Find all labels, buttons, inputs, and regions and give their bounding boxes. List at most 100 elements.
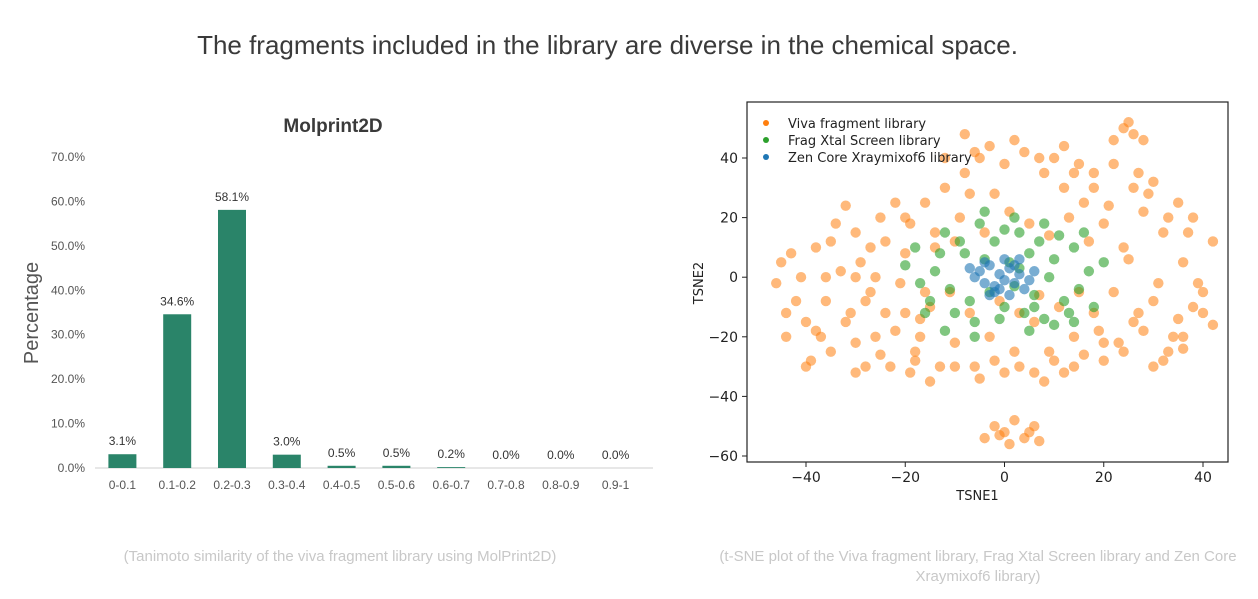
- scatter-point-viva: [1103, 200, 1114, 211]
- scatter-point-viva: [1118, 123, 1129, 134]
- scatter-point-viva: [800, 316, 812, 328]
- scatter-point-viva: [1004, 438, 1015, 450]
- scatter-point-viva: [909, 355, 921, 366]
- scatter-point-viva: [1113, 337, 1124, 348]
- scatter-point-viva: [855, 257, 866, 268]
- scatter-point-viva: [934, 361, 946, 372]
- scatter-point-viva: [994, 295, 1005, 307]
- scatter-point-viva: [860, 295, 871, 307]
- scatter-point-viva: [1197, 286, 1209, 298]
- scatter-point-viva: [840, 316, 851, 328]
- scatter-point-viva: [890, 197, 901, 208]
- scatter-point-viva: [1197, 307, 1209, 319]
- bar-x-tick-label: 0.2-0.3: [213, 478, 251, 492]
- scatter-point-frag-xtal: [959, 248, 970, 259]
- scatter-point-viva: [1088, 182, 1100, 193]
- scatter-point-viva: [919, 197, 931, 208]
- scatter-point-viva: [999, 158, 1010, 170]
- scatter-point-frag-xtal: [1004, 257, 1015, 268]
- scatter-point-viva: [949, 337, 961, 348]
- scatter-point-viva: [1207, 236, 1219, 247]
- scatter-point-frag-xtal: [984, 286, 995, 298]
- scatter-point-viva: [1019, 432, 1030, 444]
- scatter-point-viva: [989, 188, 1000, 199]
- bar-chart-caption: (Tanimoto similarity of the viva fragmen…: [123, 548, 557, 565]
- bar-value-label: 0.0%: [602, 448, 630, 462]
- scatter-point-frag-xtal: [939, 325, 951, 337]
- scatter-point-viva: [905, 367, 916, 378]
- scatter-point-frag-xtal: [1088, 301, 1100, 313]
- scatter-point-frag-xtal: [1009, 280, 1020, 292]
- scatter-point-viva: [969, 361, 980, 372]
- scatter-point-viva: [1177, 331, 1189, 342]
- scatter-point-frag-xtal: [954, 236, 966, 247]
- scatter-point-viva: [865, 242, 876, 253]
- legend-marker-2: [763, 154, 769, 160]
- scatter-point-viva: [840, 200, 851, 211]
- scatter-point-viva: [771, 277, 782, 289]
- scatter-point-viva: [1118, 346, 1129, 357]
- scatter-point-viva: [865, 286, 876, 298]
- scatter-point-frag-xtal: [1039, 218, 1050, 229]
- scatter-point-viva: [1043, 346, 1055, 357]
- scatter-point-viva: [949, 361, 961, 372]
- scatter-point-viva: [939, 182, 951, 193]
- scatter-point-viva: [1192, 277, 1204, 289]
- scatter-point-viva: [939, 152, 951, 164]
- scatter-point-frag-xtal: [1039, 313, 1050, 325]
- scatter-point-frag-xtal: [1048, 254, 1060, 265]
- scatter-point-viva: [1029, 316, 1040, 328]
- scatter-point-frag-xtal: [934, 248, 946, 259]
- scatter-point-viva: [1078, 349, 1090, 360]
- scatter-point-viva: [780, 307, 792, 319]
- scatter-point-frag-xtal: [994, 313, 1005, 325]
- scatter-point-frag-xtal: [979, 206, 990, 217]
- scatter-point-zen-core: [989, 286, 1000, 298]
- scatter-point-viva: [1014, 361, 1025, 372]
- scatter-point-frag-xtal: [1068, 316, 1080, 328]
- bar-value-label: 0.0%: [547, 448, 575, 462]
- scatter-point-frag-xtal: [964, 295, 975, 307]
- scatter-point-zen-core: [999, 274, 1010, 286]
- scatter-point-frag-xtal: [909, 242, 921, 253]
- scatter-point-viva: [944, 286, 956, 298]
- scatter-point-viva: [800, 361, 812, 372]
- scatter-point-viva: [1048, 355, 1060, 366]
- scatter-plot-frame: [746, 101, 1229, 463]
- scatter-y-tick-label: 40: [720, 151, 738, 167]
- scatter-point-viva: [1088, 307, 1100, 319]
- scatter-point-viva: [1093, 325, 1104, 337]
- scatter-point-frag-xtal: [900, 260, 911, 271]
- scatter-point-viva: [1148, 176, 1159, 188]
- scatter-point-viva: [1153, 277, 1164, 289]
- scatter-y-tick-label: −20: [708, 330, 738, 346]
- scatter-point-viva: [795, 272, 807, 283]
- scatter-x-tick-label: 40: [1194, 470, 1212, 486]
- scatter-point-viva: [1207, 319, 1219, 331]
- scatter-point-viva: [979, 432, 990, 444]
- bar-y-tick-label: 20.0%: [51, 372, 85, 386]
- scatter-x-tick-label: −40: [791, 470, 821, 486]
- scatter-point-viva: [1172, 313, 1184, 325]
- scatter-point-viva: [830, 218, 841, 229]
- scatter-point-viva: [1088, 167, 1100, 179]
- scatter-point-viva: [845, 307, 856, 319]
- scatter-point-viva: [810, 325, 822, 337]
- scatter-point-frag-xtal: [1068, 242, 1080, 253]
- scatter-point-frag-xtal: [1053, 230, 1065, 241]
- scatter-point-viva: [1029, 421, 1040, 432]
- scatter-point-viva: [964, 307, 975, 319]
- scatter-point-viva: [1133, 167, 1144, 179]
- scatter-point-frag-xtal: [1029, 301, 1040, 313]
- scatter-point-viva: [820, 272, 832, 283]
- scatter-y-tick-label: −40: [708, 389, 738, 405]
- scatter-point-viva: [1009, 134, 1020, 146]
- scatter-point-viva: [959, 128, 970, 140]
- scatter-point-viva: [1009, 415, 1020, 426]
- scatter-x-tick-label: −20: [890, 470, 920, 486]
- scatter-point-frag-xtal: [914, 277, 926, 289]
- scatter-point-zen-core: [984, 289, 995, 301]
- bar-value-label: 58.1%: [215, 190, 249, 204]
- scatter-point-zen-core: [969, 272, 980, 283]
- scatter-point-viva: [1068, 331, 1080, 342]
